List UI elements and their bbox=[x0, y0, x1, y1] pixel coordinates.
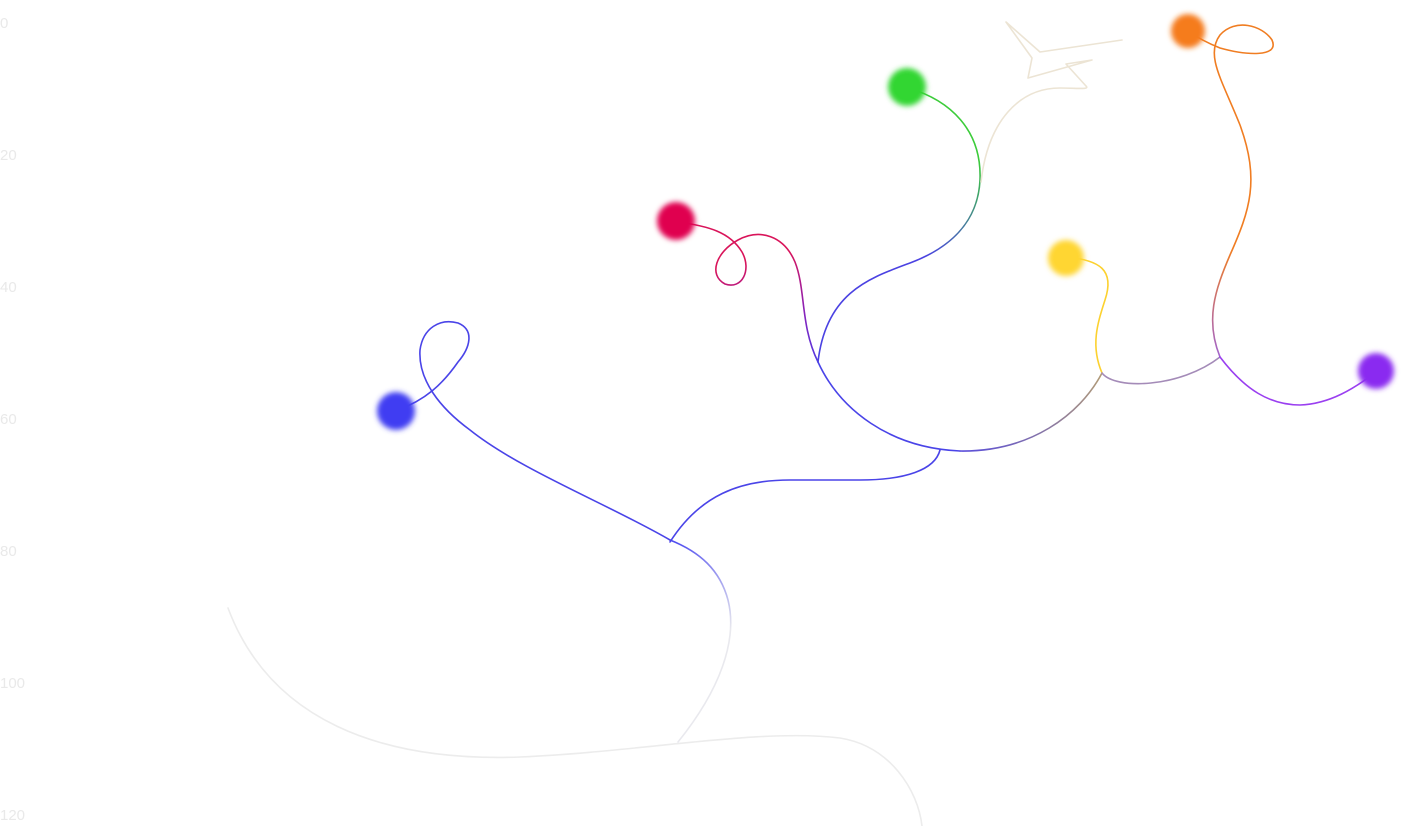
violet-branch bbox=[1219, 356, 1377, 406]
tick-label: 80 bbox=[0, 543, 17, 560]
green-branch bbox=[817, 87, 981, 363]
tick-label: 100 bbox=[0, 675, 25, 692]
central-bowl-branch bbox=[817, 361, 961, 452]
faint-trunk-branch bbox=[227, 607, 923, 826]
faint-beige-branch bbox=[980, 21, 1123, 183]
yellow-violet-link-branch bbox=[1101, 356, 1221, 385]
central-to-yellow-branch bbox=[959, 372, 1103, 452]
tick-label: 20 bbox=[0, 147, 17, 164]
blue-node[interactable] bbox=[377, 392, 415, 430]
crimson-node[interactable] bbox=[657, 202, 695, 240]
yellow-branch bbox=[1065, 256, 1109, 374]
nodes bbox=[377, 14, 1394, 430]
violet-node[interactable] bbox=[1358, 353, 1394, 389]
tick-label: 60 bbox=[0, 411, 17, 428]
tick-label: 40 bbox=[0, 279, 17, 296]
faint-stem-branch bbox=[669, 539, 732, 743]
yellow-node[interactable] bbox=[1048, 240, 1084, 276]
crimson-branch bbox=[677, 221, 819, 363]
lower-link-branch bbox=[669, 449, 941, 543]
tick-label: 0 bbox=[0, 15, 8, 32]
orange-branch bbox=[1187, 24, 1274, 358]
blue-branch bbox=[397, 321, 671, 541]
tick-label: 120 bbox=[0, 807, 25, 824]
axis-tick-labels: 0 20 40 60 80 100 120 bbox=[0, 15, 25, 824]
orange-node[interactable] bbox=[1171, 14, 1205, 48]
green-node[interactable] bbox=[888, 68, 926, 106]
branches bbox=[227, 21, 1377, 826]
